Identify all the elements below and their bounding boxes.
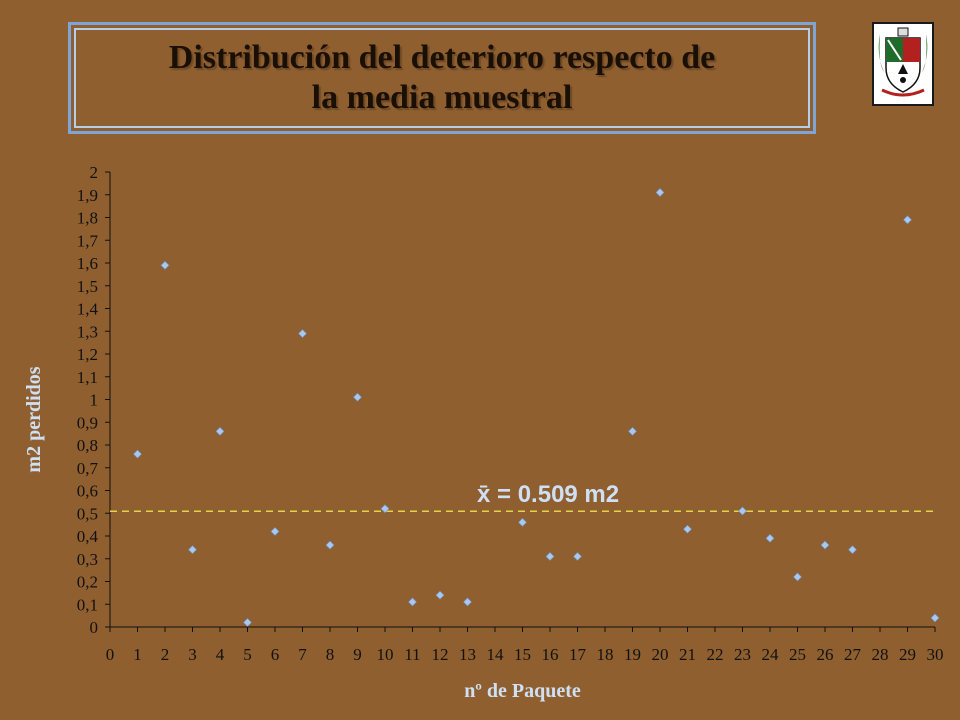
y-tick-label: 0,1 xyxy=(77,595,98,614)
data-point xyxy=(270,527,280,536)
y-tick-label: 1,3 xyxy=(77,322,98,341)
x-tick-label: 14 xyxy=(487,645,505,664)
x-tick-label: 16 xyxy=(542,645,559,664)
x-tick-label: 22 xyxy=(707,645,724,664)
title-box: Distribución del deterioro respecto de l… xyxy=(68,22,816,134)
title-line-2: la media muestral xyxy=(311,79,573,116)
x-tick-label: 4 xyxy=(216,645,225,664)
x-tick-label: 19 xyxy=(624,645,641,664)
mean-label: x̄ = 0.509 m2 xyxy=(477,481,619,508)
data-point xyxy=(298,329,307,338)
x-tick-label: 28 xyxy=(872,645,889,664)
data-point xyxy=(820,540,830,550)
x-tick-label: 1 xyxy=(133,645,142,664)
data-point xyxy=(793,572,802,582)
data-point xyxy=(903,215,912,225)
x-tick-label: 9 xyxy=(353,645,362,664)
y-tick-label: 1,8 xyxy=(77,209,98,228)
data-point xyxy=(380,504,390,514)
x-tick-label: 17 xyxy=(569,645,587,664)
y-tick-label: 1,4 xyxy=(77,300,99,319)
crest-graphic xyxy=(878,27,928,97)
y-tick-label: 0,5 xyxy=(77,504,98,523)
data-point xyxy=(655,188,665,197)
y-axis: 0 0,1 0,2 0,3 0,4 0,5 0,6 0,7 0,8 0,9 1 1,1 1,2 1,3 1,… xyxy=(77,163,111,637)
x-tick-label: 8 xyxy=(326,645,335,664)
x-tick-label: 2 xyxy=(161,645,170,664)
x-axis: 0 1 2 3 4 5 6 7 8 9 10 11 12 13 14 15 16 17 18 19 20 21 22 23 24… xyxy=(106,626,944,664)
y-tick-label: 2 xyxy=(90,163,99,182)
x-tick-label: 24 xyxy=(762,645,780,664)
x-tick-label: 20 xyxy=(652,645,669,664)
data-points xyxy=(133,188,940,627)
x-tick-label: 23 xyxy=(734,645,751,664)
x-tick-label: 15 xyxy=(514,645,531,664)
data-point xyxy=(408,597,417,607)
y-tick-label: 1,5 xyxy=(77,277,98,296)
data-point xyxy=(930,613,940,623)
y-tick-label: 0,8 xyxy=(77,436,98,455)
y-tick-label: 1,6 xyxy=(77,254,98,273)
x-tick-label: 30 xyxy=(927,645,944,664)
x-tick-label: 5 xyxy=(243,645,252,664)
x-tick-label: 12 xyxy=(432,645,449,664)
data-point xyxy=(215,426,225,436)
data-point xyxy=(243,618,252,627)
x-tick-label: 26 xyxy=(817,645,834,664)
y-tick-label: 1,2 xyxy=(77,345,98,364)
x-tick-label: 3 xyxy=(188,645,197,664)
y-tick-label: 1 xyxy=(90,391,99,410)
data-point xyxy=(325,540,335,550)
data-point xyxy=(133,449,142,459)
y-tick-label: 0 xyxy=(90,618,99,637)
data-point xyxy=(353,392,362,402)
data-point xyxy=(518,517,527,527)
data-point xyxy=(765,533,775,543)
y-tick-label: 0,3 xyxy=(77,550,98,569)
data-point xyxy=(188,545,197,555)
x-tick-label: 11 xyxy=(404,645,420,664)
x-tick-label: 27 xyxy=(844,645,862,664)
y-tick-label: 0,2 xyxy=(77,573,98,592)
y-tick-label: 0,4 xyxy=(77,527,99,546)
data-point xyxy=(435,590,445,600)
y-tick-label: 0,9 xyxy=(77,413,98,432)
y-tick-label: 0,7 xyxy=(77,459,99,478)
x-tick-label: 13 xyxy=(459,645,476,664)
y-tick-label: 1,1 xyxy=(77,368,98,387)
y-tick-label: 1,7 xyxy=(77,231,99,250)
x-tick-label: 29 xyxy=(899,645,916,664)
x-tick-label: 25 xyxy=(789,645,806,664)
x-tick-label: 21 xyxy=(679,645,696,664)
data-point xyxy=(463,597,472,607)
coat-of-arms-icon xyxy=(872,22,934,106)
x-tick-label: 6 xyxy=(271,645,280,664)
data-point xyxy=(573,552,582,561)
x-tick-label: 7 xyxy=(298,645,307,664)
x-tick-label: 10 xyxy=(377,645,394,664)
y-axis-title: m2 perdidos xyxy=(23,366,45,472)
title-line-1: Distribución del deterioro respecto de xyxy=(168,39,716,76)
y-tick-label: 0,6 xyxy=(77,482,98,501)
x-tick-label: 0 xyxy=(106,645,115,664)
data-point xyxy=(683,524,692,534)
data-point xyxy=(628,426,637,436)
y-tick-label: 1,9 xyxy=(77,186,98,205)
data-point xyxy=(160,260,170,270)
data-point xyxy=(738,506,747,516)
x-tick-label: 18 xyxy=(597,645,614,664)
data-point xyxy=(545,552,555,561)
data-point xyxy=(848,545,857,555)
x-axis-title: nº de Paquete xyxy=(464,680,581,702)
